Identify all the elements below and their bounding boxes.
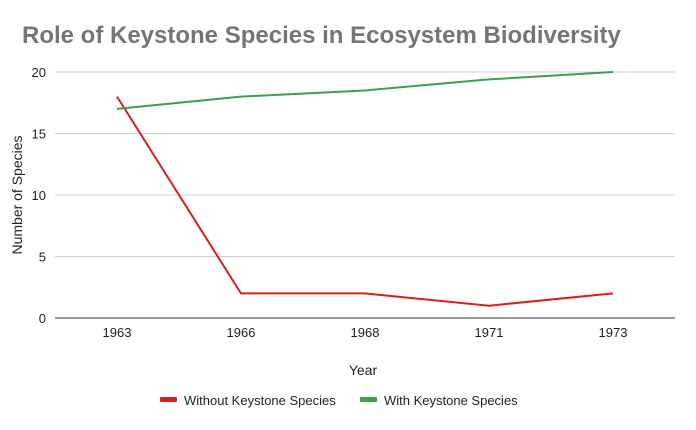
y-tick-label: 15 xyxy=(32,127,46,142)
series-line-without-keystone xyxy=(116,96,614,307)
y-tick-label: 0 xyxy=(39,311,46,326)
legend-swatch xyxy=(160,397,177,402)
y-tick-label: 20 xyxy=(32,65,46,80)
y-axis-label: Number of Species xyxy=(9,135,25,254)
x-axis-label: Year xyxy=(349,362,378,378)
legend-label: With Keystone Species xyxy=(384,393,518,408)
legend-label: Without Keystone Species xyxy=(184,393,336,408)
y-tick-label: 5 xyxy=(39,250,46,265)
legend-swatch xyxy=(360,397,377,402)
x-tick-label: 1973 xyxy=(599,325,628,340)
x-tick-label: 1968 xyxy=(351,325,380,340)
y-tick-label: 10 xyxy=(32,188,46,203)
x-tick-label: 1971 xyxy=(475,325,504,340)
x-tick-label: 1966 xyxy=(227,325,256,340)
x-tick-label: 1963 xyxy=(103,325,132,340)
chart-title: Role of Keystone Species in Ecosystem Bi… xyxy=(22,22,621,49)
